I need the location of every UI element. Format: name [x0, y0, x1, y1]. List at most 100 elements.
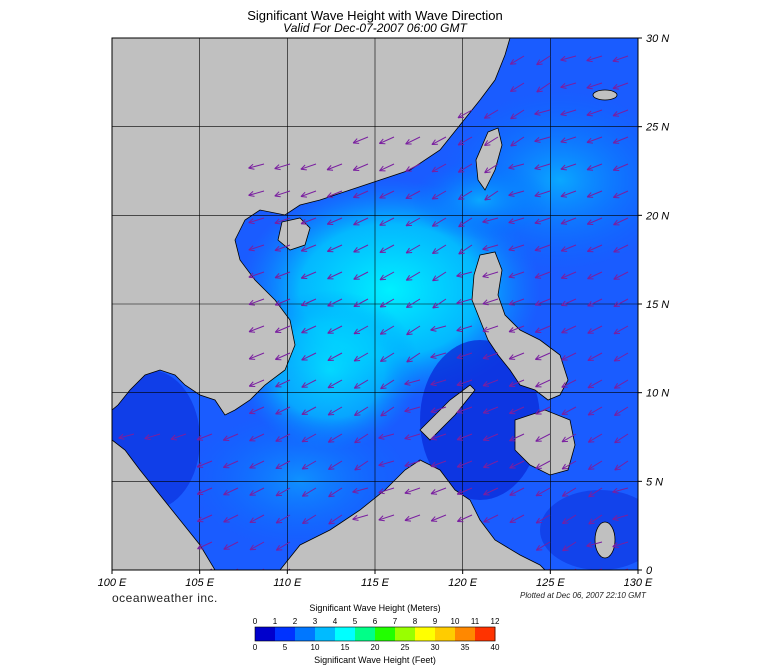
wave-arrow: [354, 406, 369, 416]
wave-arrow: [430, 352, 447, 359]
wave-arrow: [586, 109, 603, 117]
wave-arrow: [404, 487, 421, 495]
wave-arrow: [456, 406, 473, 414]
wave-arrow: [482, 271, 499, 279]
wave-arrow: [379, 190, 395, 199]
wave-arrow: [301, 406, 317, 416]
wave-arrow: [613, 352, 629, 362]
wave-arrow: [327, 352, 343, 362]
wave-arrow: [301, 325, 317, 334]
wave-arrow: [406, 325, 421, 336]
wave-arrow: [588, 514, 603, 525]
wave-arrow: [534, 271, 551, 279]
wave-arrow: [586, 82, 603, 90]
lon-tick-label: 115 E: [361, 577, 390, 589]
wave-arrow: [587, 406, 603, 416]
land-island-sulawesi: [594, 521, 616, 559]
wave-arrow: [275, 433, 291, 442]
wave-arrow: [456, 325, 473, 333]
wave-arrow: [326, 190, 343, 198]
wave-arrow: [456, 460, 473, 468]
lat-tick-label: 20 N: [645, 210, 669, 222]
legend-swatch: [255, 627, 276, 641]
wave-arrow: [223, 514, 239, 523]
wave-arrow: [612, 55, 629, 63]
wave-arrow: [586, 55, 603, 63]
wave-arrow: [458, 217, 473, 228]
wave-arrow: [222, 433, 239, 442]
grid-lines: [112, 38, 638, 570]
legend-swatch: [375, 627, 396, 641]
wave-arrow: [560, 55, 577, 62]
wave-arrow: [301, 379, 317, 388]
wave-arrow: [380, 379, 395, 390]
wave-arrow: [430, 460, 447, 468]
wave-arrow: [352, 136, 369, 144]
wave-arrow: [328, 460, 343, 470]
legend-swatch: [395, 627, 416, 641]
land-taiwan: [475, 127, 503, 191]
wave-arrow: [561, 433, 577, 443]
wave-arrow: [144, 433, 161, 441]
wave-arrow: [378, 433, 395, 440]
wave-arrow: [406, 352, 421, 363]
wave-arrow: [248, 190, 265, 197]
wave-arrow: [612, 541, 629, 549]
legend-swatch: [415, 627, 436, 641]
legend-meters-tick: 5: [353, 617, 358, 626]
wave-arrow: [300, 217, 317, 225]
wave-arrow: [562, 541, 577, 552]
wave-arrow: [456, 352, 473, 360]
legend-meters-tick: 11: [471, 617, 480, 626]
wave-arrow: [457, 109, 473, 119]
wave-arrow: [458, 244, 473, 255]
wave-arrow: [612, 136, 629, 144]
wave-arrow: [249, 487, 265, 496]
wave-arrow: [456, 487, 473, 496]
wave-arrow: [535, 406, 551, 415]
wave-arrow: [613, 217, 629, 226]
wave-arrow: [613, 325, 629, 335]
wave-arrow: [300, 163, 317, 171]
land-mindanao: [514, 409, 576, 476]
wave-arrow: [586, 217, 603, 226]
wave-arrow: [613, 244, 629, 253]
wave-arrow: [249, 433, 265, 442]
wave-arrow: [301, 298, 317, 307]
wave-arrow: [482, 217, 499, 224]
wave-arrow: [560, 136, 577, 144]
wave-arrow: [274, 244, 291, 252]
wave-arrow: [482, 433, 499, 442]
legend-swatch: [475, 627, 496, 641]
wave-arrow: [535, 352, 551, 361]
wave-arrow: [352, 163, 369, 172]
lon-tick-label: 100 E: [98, 577, 127, 589]
wave-arrow: [249, 406, 265, 415]
wave-arrow: [588, 460, 603, 470]
lat-tick-label: 0: [646, 565, 653, 577]
legend-meters-tick: 12: [491, 617, 500, 626]
land-philippines: [471, 251, 569, 401]
wave-arrow: [587, 244, 603, 253]
wave-arrow: [248, 271, 265, 279]
wave-arrow: [378, 487, 395, 495]
wave-arrow: [614, 406, 629, 416]
wave-arrow: [586, 541, 603, 548]
wave-arrow: [509, 55, 525, 65]
wave-arrow: [612, 109, 629, 117]
wave-arrow: [586, 190, 603, 198]
wave-mid-region-strait: [410, 160, 550, 240]
wave-arrow: [587, 433, 603, 443]
wave-arrow: [197, 541, 213, 550]
map-field: [112, 38, 638, 570]
wave-arrow: [327, 325, 343, 334]
legend-meters-tick: 9: [433, 617, 438, 626]
wave-arrow: [249, 514, 265, 524]
wave-arrow: [353, 271, 369, 280]
lon-tick-label: 130 E: [624, 577, 653, 589]
wave-arrow: [405, 163, 421, 172]
wave-arrow: [327, 379, 343, 389]
wave-arrow: [612, 487, 629, 494]
wave-arrow: [508, 217, 525, 225]
wave-arrow: [612, 163, 629, 172]
